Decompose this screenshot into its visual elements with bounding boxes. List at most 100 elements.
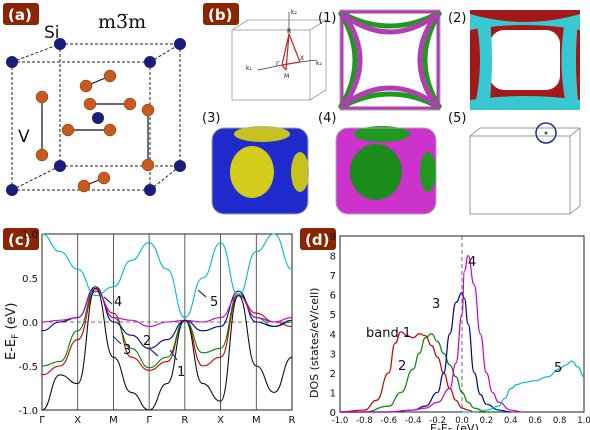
d-xtick-label: 0.2 [480,416,494,426]
c-kpoint-label: Γ [39,415,45,426]
band-curve-1 [41,290,293,376]
bz-gamma-label: Γ [276,61,280,68]
fs-label-2: (2) [448,11,466,26]
bz-ky-label: k₂ [316,60,322,67]
panel-d: (d) DOS (states/eV/cell) E-EF (eV) 0 1 2 3 4… [300,228,590,430]
c-kpoint-label: Γ [146,415,152,426]
d-ytick-label: 1 [330,388,336,399]
panel-a: (a) Si m3̅m V [3,3,186,196]
dos-curve-4 [340,254,524,413]
panel-c-ylabel: E-EF (eV) [4,303,21,360]
dos-annotation-4: 4 [468,255,476,270]
d-ytick-label: 4 [330,330,336,341]
dos-curve-3 [340,292,511,413]
d-ytick-label: 5 [330,310,336,321]
c-kpoint-label: R [289,415,296,426]
band-annotation-1: 1 [177,365,185,380]
panel-c-label-bg [3,228,39,250]
c-kpoint-label: M [109,415,118,426]
d-xtick-label: -1.0 [332,416,349,426]
fs5-highlight-circle [535,122,557,144]
c-ytick-label: 1.0 [22,230,38,241]
fs-label-5: (5) [448,111,466,126]
panel-c-label: (c) [8,231,31,249]
c-ytick-label: -0.5 [18,362,38,373]
c-ytick-label: 0.0 [22,318,38,329]
fermi-surface-2 [470,10,580,110]
dos-curve-5 [462,360,585,413]
v-atoms [35,69,155,193]
d-xtick-label: -0.4 [405,416,422,426]
d-ytick-label: 2 [330,369,336,380]
dos-curve-1 [339,331,487,413]
c-kpoint-label: X [74,415,81,426]
d-xtick-label: 0.6 [528,416,542,426]
d-ytick-label: 6 [330,291,336,302]
band-curve-5 [41,233,293,319]
panel-b-label: (b) [208,6,232,24]
c-kpoint-label: X [217,415,224,426]
d-ytick-label: 0 [330,408,336,419]
atom-v-label: V [18,127,30,147]
fs-label-3: (3) [202,111,220,126]
band-annotation-5: 5 [210,295,218,310]
panel-d-label-bg [300,228,336,250]
bz-r-label: R [287,28,291,35]
brillouin-zone: k₂ R Γ M X k₂ k₁ [231,9,327,101]
c-kpoint-label: R [181,415,188,426]
fermi-surface-4 [335,126,437,215]
panel-d-ylabel: DOS (states/eV/cell) [308,288,321,398]
d-ytick-label: 8 [330,252,336,263]
dos-curve-2 [340,333,499,413]
d-ytick-label: 3 [330,349,336,360]
panel-b-label-bg [203,3,239,25]
d-xtick-label: -0.6 [381,416,398,426]
c-ytick-label: 0.5 [22,274,38,285]
panel-a-label: (a) [8,6,32,24]
c-ytick-label: -1.0 [18,406,38,417]
band-curve-2 [41,288,293,369]
d-xtick-label: 0.8 [553,416,567,426]
panel-d-dos-curves [339,254,585,413]
atom-si-label: Si [44,23,60,43]
d-xtick-label: 0.4 [504,416,518,426]
bz-kz-label: k₂ [291,9,297,16]
panel-a-label-bg [3,3,39,25]
panel-d-yticks: 0 1 2 3 4 5 6 7 8 9 [330,232,336,419]
fermi-surface-1 [337,9,443,111]
dos-annotation-band1: band 1 [366,326,411,341]
bz-x-label: X [300,55,304,62]
fermi-surface-3 [211,126,309,215]
panel-c-yticks: 1.0 0.5 0.0 -0.5 -1.0 [18,230,38,417]
fs-label-4: (4) [318,111,336,126]
band-curve-6 [41,288,293,411]
c-kpoint-label: M [252,415,261,426]
panel-c-bands [41,233,293,411]
panel-d-xticks: -1.0 -0.8 -0.6 -0.4 -0.2 0.0 0.2 0.4 0.6 0.8 1.0 [332,416,590,426]
panel-b: (b) k₂ R Γ M [202,3,581,215]
bz-m-label: M [284,73,289,80]
dos-annotation-3: 3 [432,297,440,312]
si-atoms [6,38,186,196]
fs-label-1: (1) [318,11,336,26]
d-xtick-label: -0.8 [356,416,373,426]
band-annotation-4: 4 [114,295,122,310]
panel-d-xlabel: E-EF (eV) [430,422,479,430]
band-annotation-2: 2 [143,334,151,349]
band-annotation-3: 3 [123,343,131,358]
d-xtick-label: -0.2 [429,416,446,426]
bz-kx-label: k₁ [246,65,252,72]
dos-annotation-5: 5 [554,361,562,376]
space-group-label: m3̅m [98,11,146,33]
d-xtick-label: 0.0 [455,416,469,426]
panel-d-label: (d) [305,231,329,249]
dos-annotation-2: 2 [398,359,406,374]
d-xtick-label: 1.0 [577,416,590,426]
fermi-surface-5 [469,122,581,215]
d-ytick-label: 7 [330,271,336,282]
panel-c: (c) E-EF (eV) 1.0 0.5 0.0 -0.5 -1.0 Γ X M Γ R X M R… [3,228,296,426]
d-ytick-label: 9 [330,232,336,243]
band-curve-4 [41,288,293,327]
